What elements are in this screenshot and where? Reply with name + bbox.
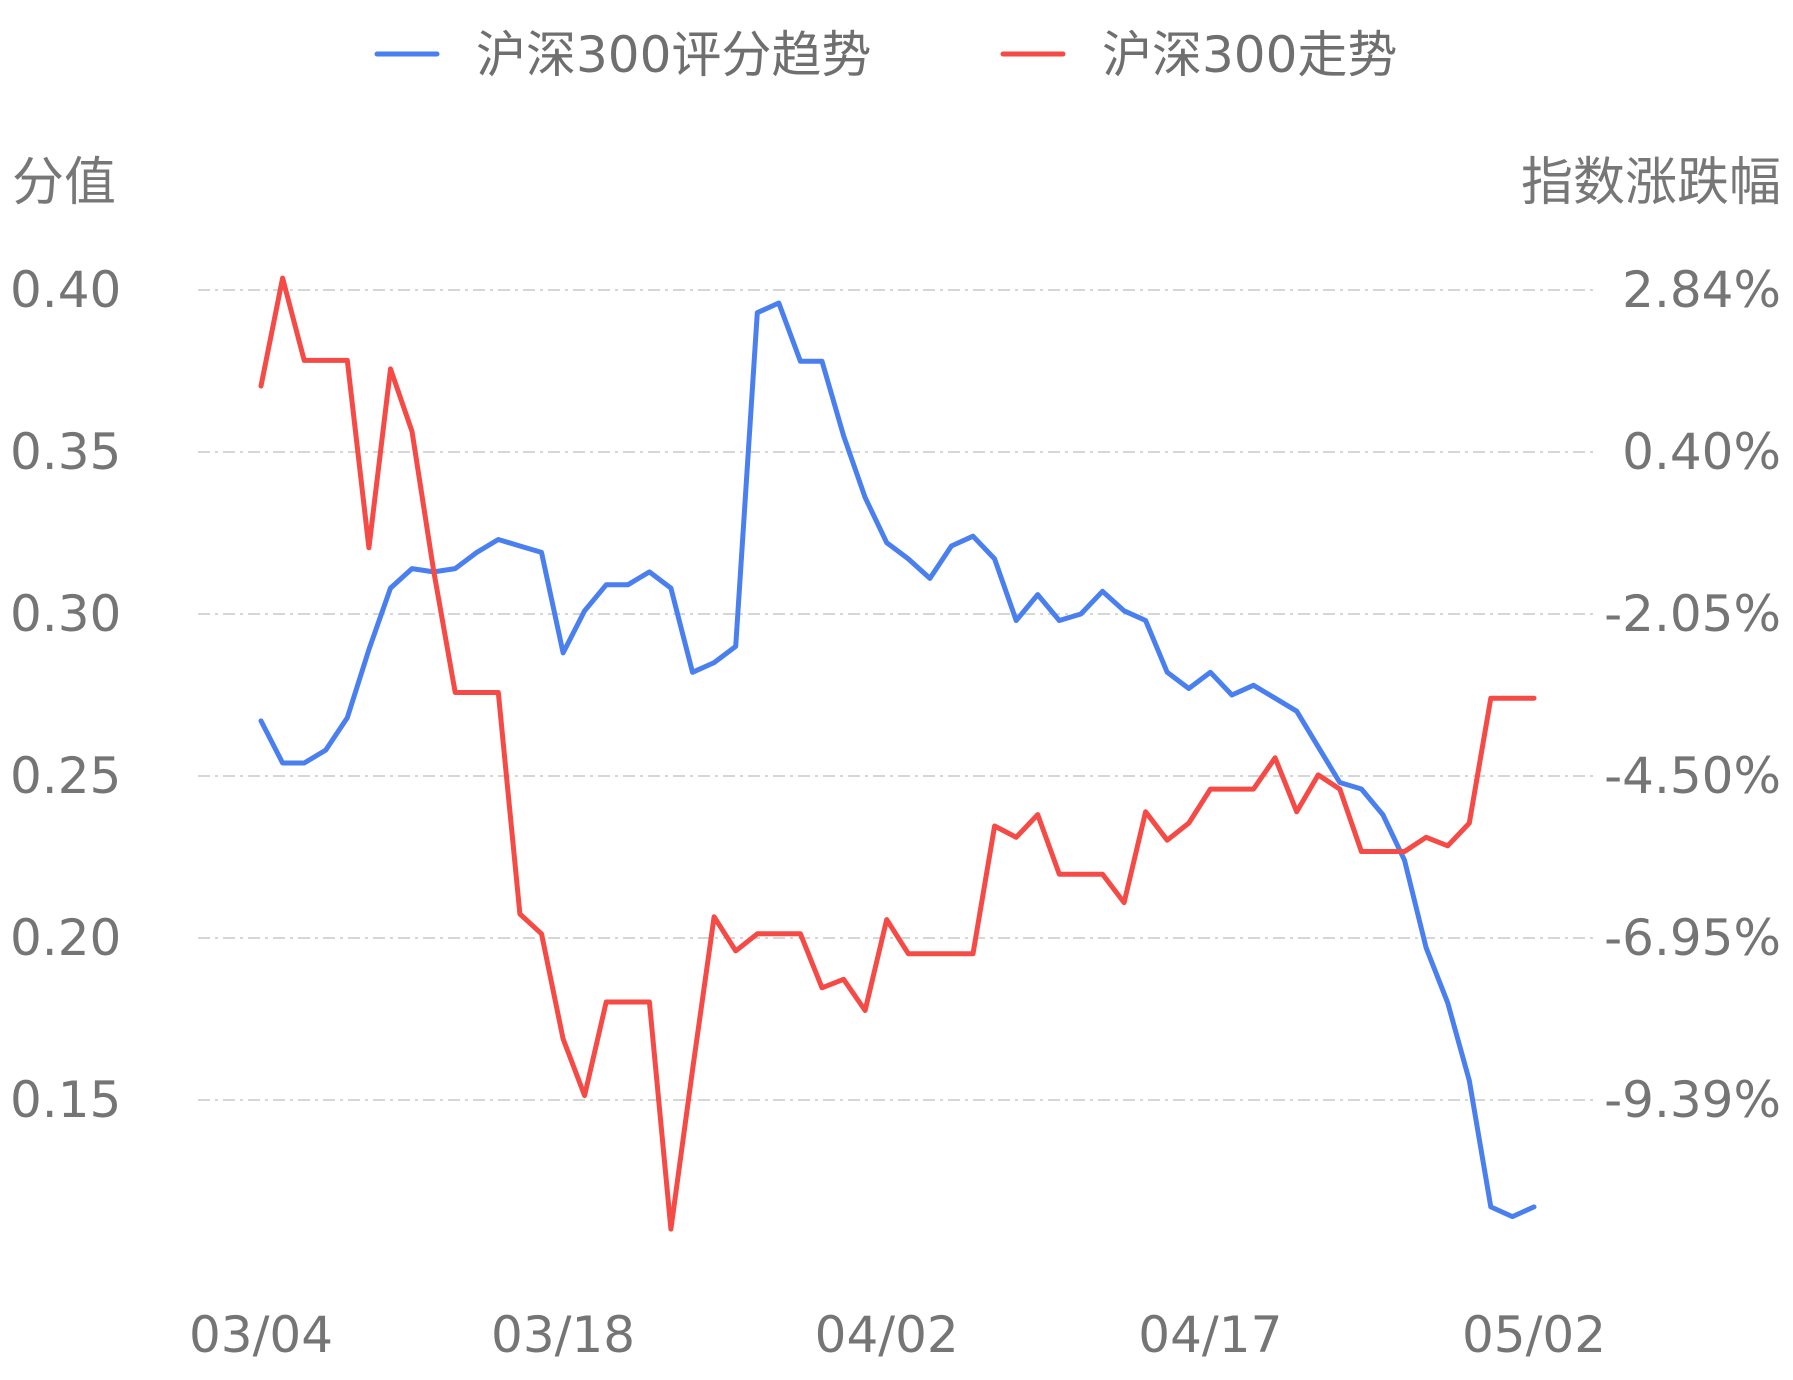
right-axis-title: 指数涨跌幅 (1521, 153, 1781, 213)
right-tick-label: -9.39% (1604, 1071, 1781, 1129)
x-tick-label: 04/17 (1138, 1306, 1282, 1364)
x-tick-label: 04/02 (815, 1306, 959, 1364)
left-tick-label: 0.20 (10, 909, 121, 967)
left-tick-label: 0.25 (10, 747, 121, 805)
left-tick-label: 0.30 (10, 585, 121, 643)
x-tick-label: 03/18 (491, 1306, 635, 1364)
series-line-score[interactable] (258, 300, 1537, 1220)
x-tick-label: 05/02 (1462, 1306, 1606, 1364)
x-tick-label: 03/04 (189, 1306, 333, 1364)
x-axis-ticks: 03/04 03/18 04/02 04/17 05/02 (189, 1306, 1606, 1364)
right-tick-label: -2.05% (1604, 585, 1781, 643)
left-tick-label: 0.15 (10, 1071, 121, 1129)
series-line-index[interactable] (258, 275, 1537, 1232)
right-axis-ticks: 2.84% 0.40% -2.05% -4.50% -6.95% -9.39% (1604, 261, 1781, 1129)
left-axis-title: 分值 (12, 153, 116, 213)
legend-label-index: 沪深300走势 (1102, 26, 1397, 84)
legend-item-index[interactable]: 沪深300走势 (1000, 26, 1397, 84)
right-tick-label: 0.40% (1622, 423, 1781, 481)
right-tick-label: -6.95% (1604, 909, 1781, 967)
series-lines (258, 275, 1537, 1232)
right-tick-label: -4.50% (1604, 747, 1781, 805)
left-axis-ticks: 0.40 0.35 0.30 0.25 0.20 0.15 (10, 261, 121, 1129)
legend-item-score[interactable]: 沪深300评分趋势 (374, 26, 871, 84)
chart-legend: 沪深300评分趋势 沪深300走势 (374, 26, 1397, 84)
grid-lines (198, 289, 1598, 1101)
right-tick-label: 2.84% (1622, 261, 1781, 319)
left-tick-label: 0.40 (10, 261, 121, 319)
left-tick-label: 0.35 (10, 423, 121, 481)
legend-label-score: 沪深300评分趋势 (476, 26, 871, 84)
